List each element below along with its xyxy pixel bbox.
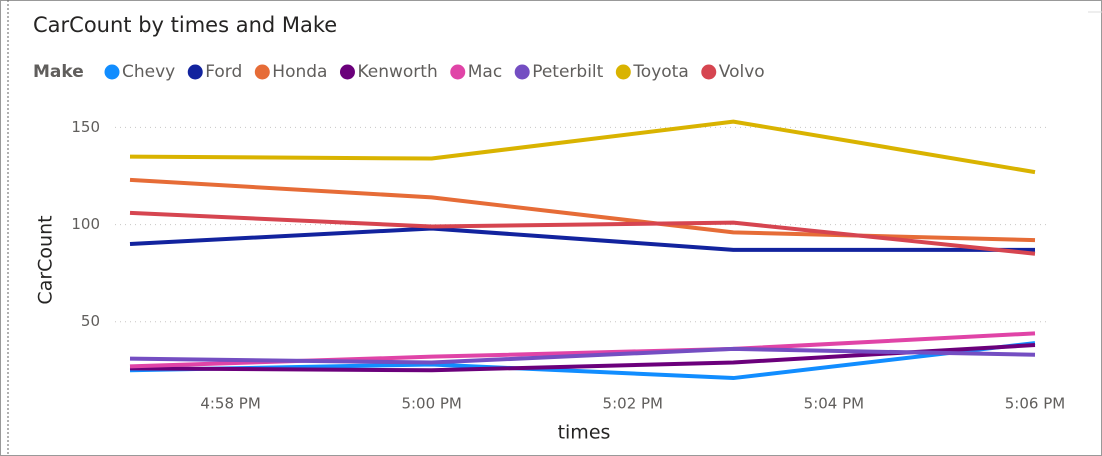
- x-tick-label: 5:02 PM: [603, 395, 663, 413]
- legend-swatch: [104, 64, 120, 80]
- y-tick-label: 150: [71, 118, 100, 136]
- legend-swatch: [450, 64, 466, 80]
- legend-swatch: [615, 64, 631, 80]
- series-line: [129, 226, 1035, 252]
- x-tick-label: 5:04 PM: [804, 395, 864, 413]
- y-axis-label: CarCount: [35, 215, 57, 304]
- legend-swatch: [701, 64, 717, 80]
- y-tick-label: 50: [81, 312, 100, 330]
- legend-label: Chevy: [122, 62, 175, 82]
- x-tick-label: 5:06 PM: [1005, 395, 1065, 413]
- chart-title: CarCount by times and Make: [33, 13, 337, 37]
- legend-label: Mac: [468, 62, 502, 82]
- y-tick-label: 100: [71, 215, 100, 233]
- legend-swatch: [514, 64, 530, 80]
- legend-label: Honda: [272, 62, 327, 82]
- series-line: [129, 346, 1036, 365]
- x-tick-label: 4:58 PM: [200, 395, 260, 413]
- legend-swatch: [254, 64, 270, 80]
- legend-swatch: [339, 64, 355, 80]
- legend-label: Kenworth: [357, 62, 437, 82]
- legend-swatch: [187, 64, 203, 80]
- series-line: [129, 210, 1036, 256]
- series-line: [129, 119, 1036, 175]
- x-tick-label: 5:00 PM: [401, 395, 461, 413]
- legend-label: Peterbilt: [532, 62, 603, 82]
- legend-title: Make: [33, 62, 84, 82]
- legend-label: Toyota: [632, 62, 688, 82]
- x-axis-label: times: [558, 422, 611, 444]
- legend-label: Volvo: [719, 62, 765, 82]
- legend-label: Ford: [205, 62, 242, 82]
